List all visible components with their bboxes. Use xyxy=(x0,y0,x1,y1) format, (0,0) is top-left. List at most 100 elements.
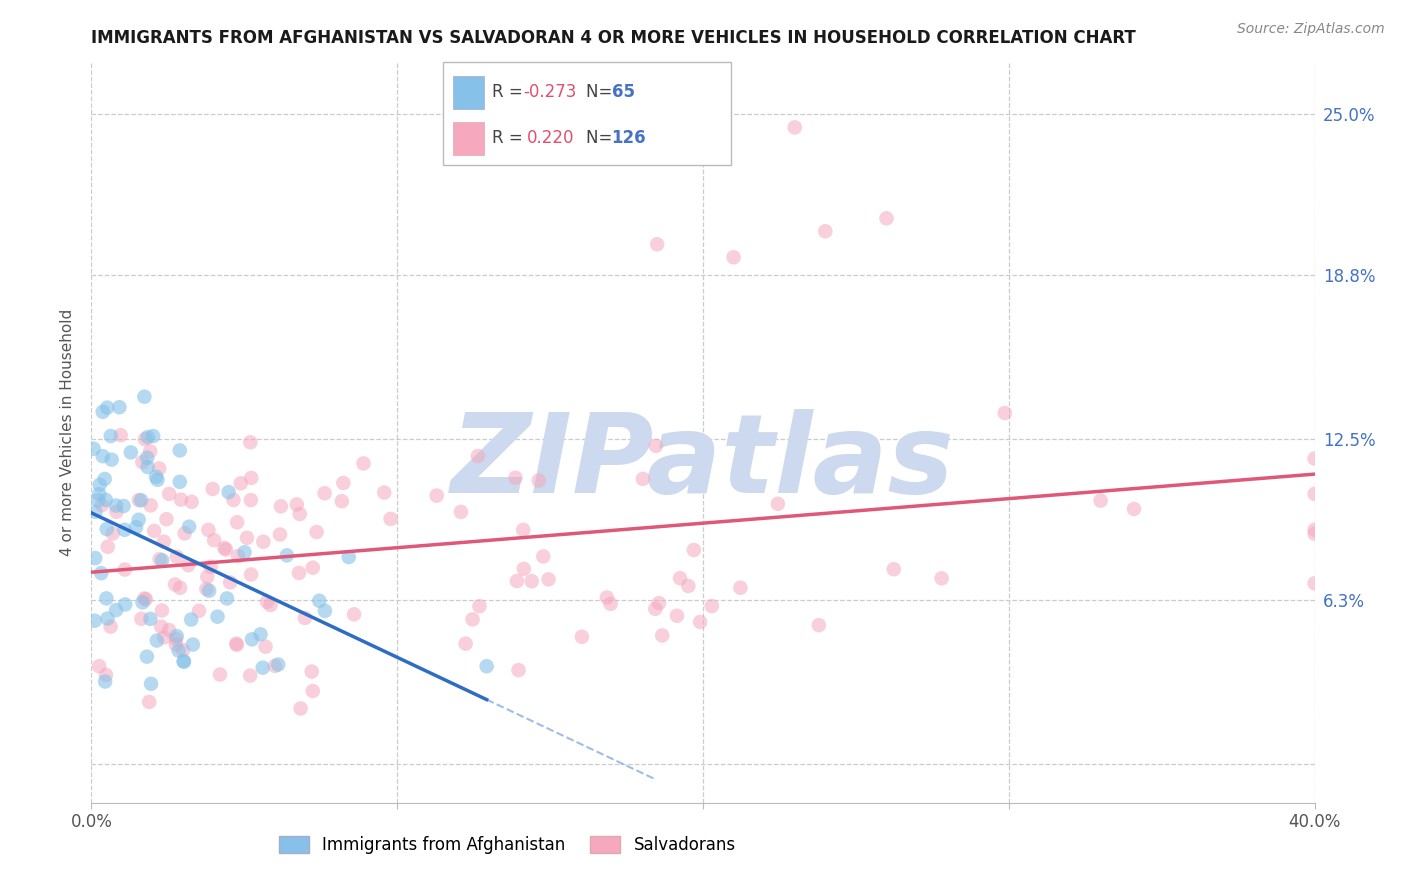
Point xyxy=(730,581,752,595)
Point xyxy=(105,499,128,513)
Point xyxy=(505,471,527,485)
Text: 65: 65 xyxy=(612,83,634,101)
Point xyxy=(682,543,704,558)
Point xyxy=(475,659,498,673)
Point xyxy=(152,534,174,549)
Point xyxy=(100,619,122,633)
Point xyxy=(142,429,165,443)
Point xyxy=(263,659,285,673)
Point xyxy=(512,523,534,537)
Point xyxy=(166,549,188,564)
Point xyxy=(527,474,550,488)
Point xyxy=(195,570,218,584)
Point xyxy=(173,654,195,668)
Point xyxy=(131,455,153,469)
Point xyxy=(644,439,666,453)
Point xyxy=(136,460,159,475)
Point xyxy=(225,637,247,651)
Point xyxy=(240,471,263,485)
Point xyxy=(149,552,172,566)
Point xyxy=(94,668,117,682)
Point xyxy=(1303,576,1326,591)
Point xyxy=(94,674,117,689)
Point xyxy=(239,493,262,508)
Point xyxy=(294,611,316,625)
Point xyxy=(214,541,236,555)
Point xyxy=(207,609,229,624)
Point xyxy=(301,560,323,574)
Point xyxy=(166,629,188,643)
Point xyxy=(100,452,122,467)
Point xyxy=(110,428,132,442)
Point xyxy=(165,632,187,646)
Point xyxy=(678,579,700,593)
Point xyxy=(96,611,118,625)
Point xyxy=(96,591,118,606)
Point xyxy=(239,435,262,450)
Point xyxy=(723,250,745,264)
Point xyxy=(155,512,177,526)
Point xyxy=(454,637,477,651)
Point xyxy=(215,591,238,606)
Point xyxy=(139,499,162,513)
Point xyxy=(783,120,806,135)
Point xyxy=(666,608,689,623)
Point xyxy=(91,498,114,512)
Text: 0.220: 0.220 xyxy=(527,129,575,147)
Point xyxy=(148,461,170,475)
Text: N=: N= xyxy=(586,83,617,101)
Point xyxy=(169,581,191,595)
Point xyxy=(90,566,112,581)
Point xyxy=(288,507,311,521)
Point xyxy=(167,643,190,657)
Point xyxy=(373,485,395,500)
Point xyxy=(571,630,593,644)
Point xyxy=(97,540,120,554)
Y-axis label: 4 or more Vehicles in Household: 4 or more Vehicles in Household xyxy=(60,309,76,557)
Point xyxy=(240,567,263,582)
Point xyxy=(689,615,711,629)
Point xyxy=(276,549,298,563)
Point xyxy=(669,571,692,585)
Point xyxy=(218,485,240,500)
Point xyxy=(219,575,242,590)
Point xyxy=(229,476,252,491)
Point xyxy=(188,604,211,618)
Point xyxy=(173,526,195,541)
Point xyxy=(252,534,274,549)
Point xyxy=(128,493,150,508)
Point xyxy=(100,429,122,443)
Point xyxy=(467,449,489,463)
Point xyxy=(146,633,169,648)
Point xyxy=(128,513,150,527)
Point xyxy=(150,553,173,567)
Point xyxy=(700,599,723,613)
Point xyxy=(136,430,159,444)
Point xyxy=(83,442,105,456)
Point xyxy=(157,487,180,501)
Point xyxy=(468,599,491,614)
Point xyxy=(596,591,619,605)
Point xyxy=(172,643,194,657)
Point xyxy=(157,623,180,637)
Point xyxy=(89,478,111,492)
Point xyxy=(651,628,673,642)
Point xyxy=(105,603,128,617)
Point xyxy=(139,612,162,626)
Point xyxy=(450,505,472,519)
Point xyxy=(198,583,221,598)
Text: Source: ZipAtlas.com: Source: ZipAtlas.com xyxy=(1237,22,1385,37)
Point xyxy=(1303,487,1326,501)
Point xyxy=(531,549,554,564)
Point xyxy=(537,572,560,586)
Point xyxy=(139,677,162,691)
Point xyxy=(96,522,118,536)
Point xyxy=(645,237,668,252)
Point xyxy=(259,598,281,612)
Point xyxy=(145,470,167,484)
Point xyxy=(380,512,402,526)
Point xyxy=(83,614,105,628)
Text: ZIPatlas: ZIPatlas xyxy=(451,409,955,516)
Point xyxy=(288,566,311,580)
Point xyxy=(256,595,278,609)
